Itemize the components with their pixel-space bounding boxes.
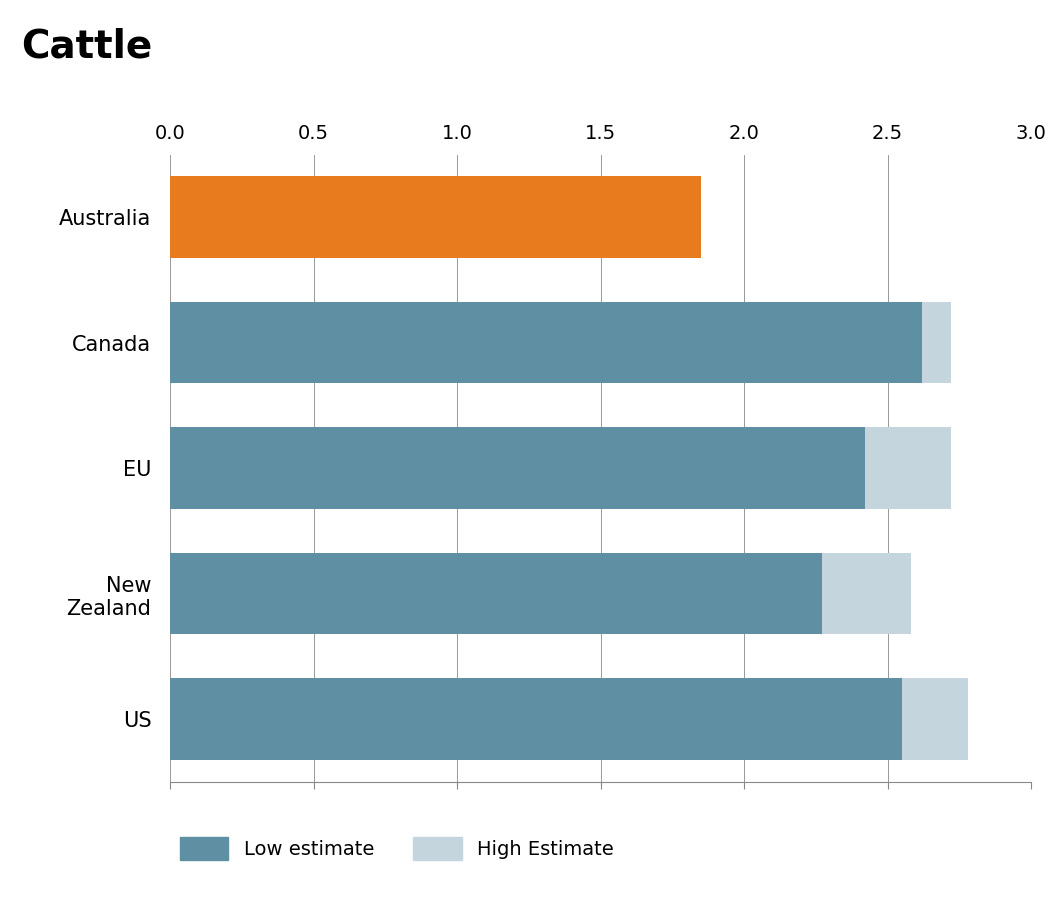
Bar	[170, 176, 702, 258]
Bar	[170, 302, 950, 384]
Bar	[170, 302, 922, 384]
Bar	[170, 553, 911, 634]
Bar	[170, 427, 864, 509]
Text: Cattle: Cattle	[21, 27, 152, 65]
Bar	[170, 553, 822, 634]
Bar	[170, 678, 968, 760]
Legend: Low estimate, High Estimate: Low estimate, High Estimate	[180, 837, 614, 860]
Bar	[170, 427, 950, 509]
Bar	[170, 678, 901, 760]
